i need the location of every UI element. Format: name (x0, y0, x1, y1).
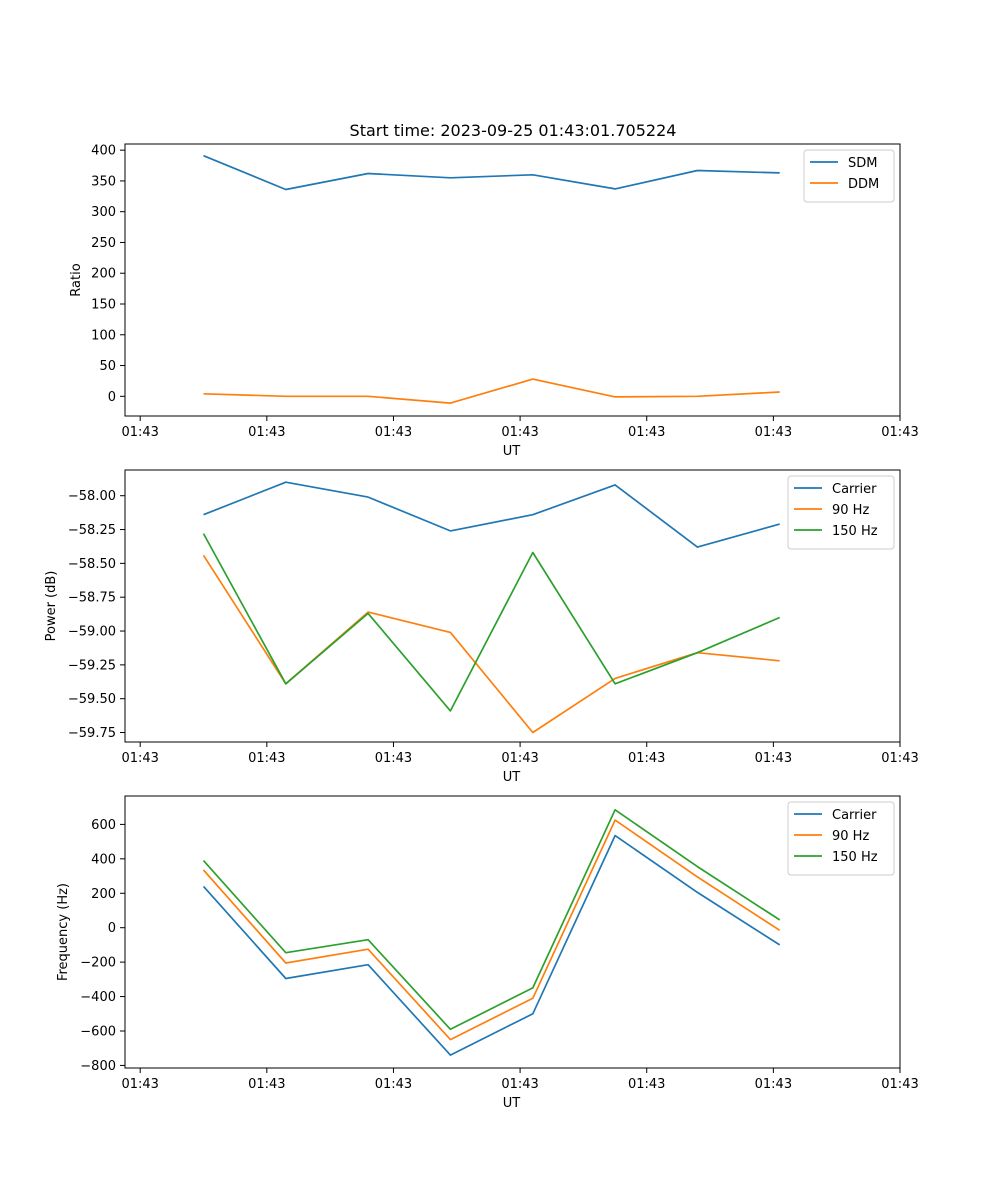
x-tick-label: 01:43 (375, 751, 412, 766)
series-line-sdm (203, 154, 780, 191)
x-tick-label: 01:43 (755, 751, 792, 766)
series-line-carrier (203, 481, 780, 548)
y-tick-label: 200 (91, 887, 116, 902)
y-tick-label: −58.00 (68, 489, 116, 504)
plot-frame (124, 795, 901, 1069)
legend-label: DDM (848, 177, 879, 192)
y-tick-label: 350 (91, 174, 116, 189)
y-axis-label: Ratio (69, 263, 84, 296)
legend-label: SDM (848, 156, 877, 171)
y-axis-label: Power (dB) (44, 571, 59, 642)
legend-label: 150 Hz (832, 524, 878, 539)
x-tick-label: 01:43 (881, 425, 918, 440)
x-tick-label: 01:43 (501, 751, 538, 766)
series-line-carrier (202, 834, 781, 1056)
y-axis-label: Frequency (Hz) (56, 883, 71, 981)
x-tick-label: 01:43 (881, 1077, 918, 1092)
x-tick-label: 01:43 (121, 751, 158, 766)
x-tick-label: 01:43 (375, 425, 412, 440)
y-tick-label: −59.50 (68, 692, 116, 707)
y-tick-label: −800 (80, 1059, 116, 1074)
x-tick-label: 01:43 (628, 1077, 665, 1092)
x-tick-label: 01:43 (755, 1077, 792, 1092)
x-tick-label: 01:43 (881, 751, 918, 766)
y-tick-label: 600 (91, 818, 116, 833)
x-tick-label: 01:43 (628, 751, 665, 766)
plot-frame (124, 469, 901, 743)
x-axis-label: UT (503, 1096, 521, 1111)
legend-label: 90 Hz (832, 829, 869, 844)
x-tick-label: 01:43 (248, 1077, 285, 1092)
x-tick-label: 01:43 (628, 425, 665, 440)
y-tick-label: 0 (108, 921, 116, 936)
y-tick-label: −59.00 (68, 625, 116, 640)
legend-box (803, 149, 895, 203)
y-tick-label: 50 (99, 359, 116, 374)
y-tick-label: −58.25 (68, 523, 116, 538)
y-tick-label: 400 (91, 852, 116, 867)
x-tick-label: 01:43 (501, 1077, 538, 1092)
x-tick-label: 01:43 (248, 425, 285, 440)
figure-title: Start time: 2023-09-25 01:43:01.705224 (350, 121, 677, 140)
y-tick-label: 400 (91, 144, 116, 159)
x-tick-label: 01:43 (375, 1077, 412, 1092)
series-line-ddm (203, 378, 780, 404)
legend-label: 90 Hz (832, 503, 869, 518)
y-tick-label: 250 (91, 236, 116, 251)
x-axis-label: UT (503, 770, 521, 785)
y-tick-label: 200 (91, 267, 116, 282)
series-line-150-hz (202, 533, 781, 712)
y-tick-label: 150 (91, 298, 116, 313)
legend-label: Carrier (832, 482, 877, 497)
chart-panel-2: 01:4301:4301:4301:4301:4301:4301:4301:44… (44, 469, 919, 785)
y-tick-label: 100 (91, 328, 116, 343)
series-line-150-hz (202, 808, 781, 1031)
y-tick-label: −200 (80, 956, 116, 971)
y-tick-label: −58.75 (68, 591, 116, 606)
y-tick-label: −59.25 (68, 658, 116, 673)
x-tick-label: 01:43 (248, 751, 285, 766)
series-line-90-hz (202, 819, 781, 1041)
y-tick-label: 300 (91, 205, 116, 220)
legend: Carrier 90 Hz 150 Hz (787, 801, 895, 876)
x-tick-label: 01:43 (501, 425, 538, 440)
x-tick-label: 01:43 (121, 1077, 158, 1092)
y-tick-label: −58.50 (68, 557, 116, 572)
legend-label: 150 Hz (832, 850, 878, 865)
chart-panel-3: 01:4301:4301:4301:4301:4301:4301:4301:44… (56, 795, 919, 1111)
x-tick-label: 01:43 (121, 425, 158, 440)
y-tick-label: 0 (108, 390, 116, 405)
y-tick-label: −400 (80, 990, 116, 1005)
y-tick-label: −59.75 (68, 726, 116, 741)
legend: Carrier 90 Hz 150 Hz (787, 475, 895, 550)
x-axis-label: UT (503, 444, 521, 459)
panels: 01:4301:4301:4301:4301:4301:4301:4301:44… (44, 143, 919, 1111)
legend: SDM DDM (803, 149, 895, 203)
legend-label: Carrier (832, 808, 877, 823)
x-tick-label: 01:43 (755, 425, 792, 440)
plot-frame (124, 143, 901, 417)
chart-panel-1: 01:4301:4301:4301:4301:4301:4301:4301:44… (69, 143, 919, 459)
y-tick-label: −600 (80, 1024, 116, 1039)
